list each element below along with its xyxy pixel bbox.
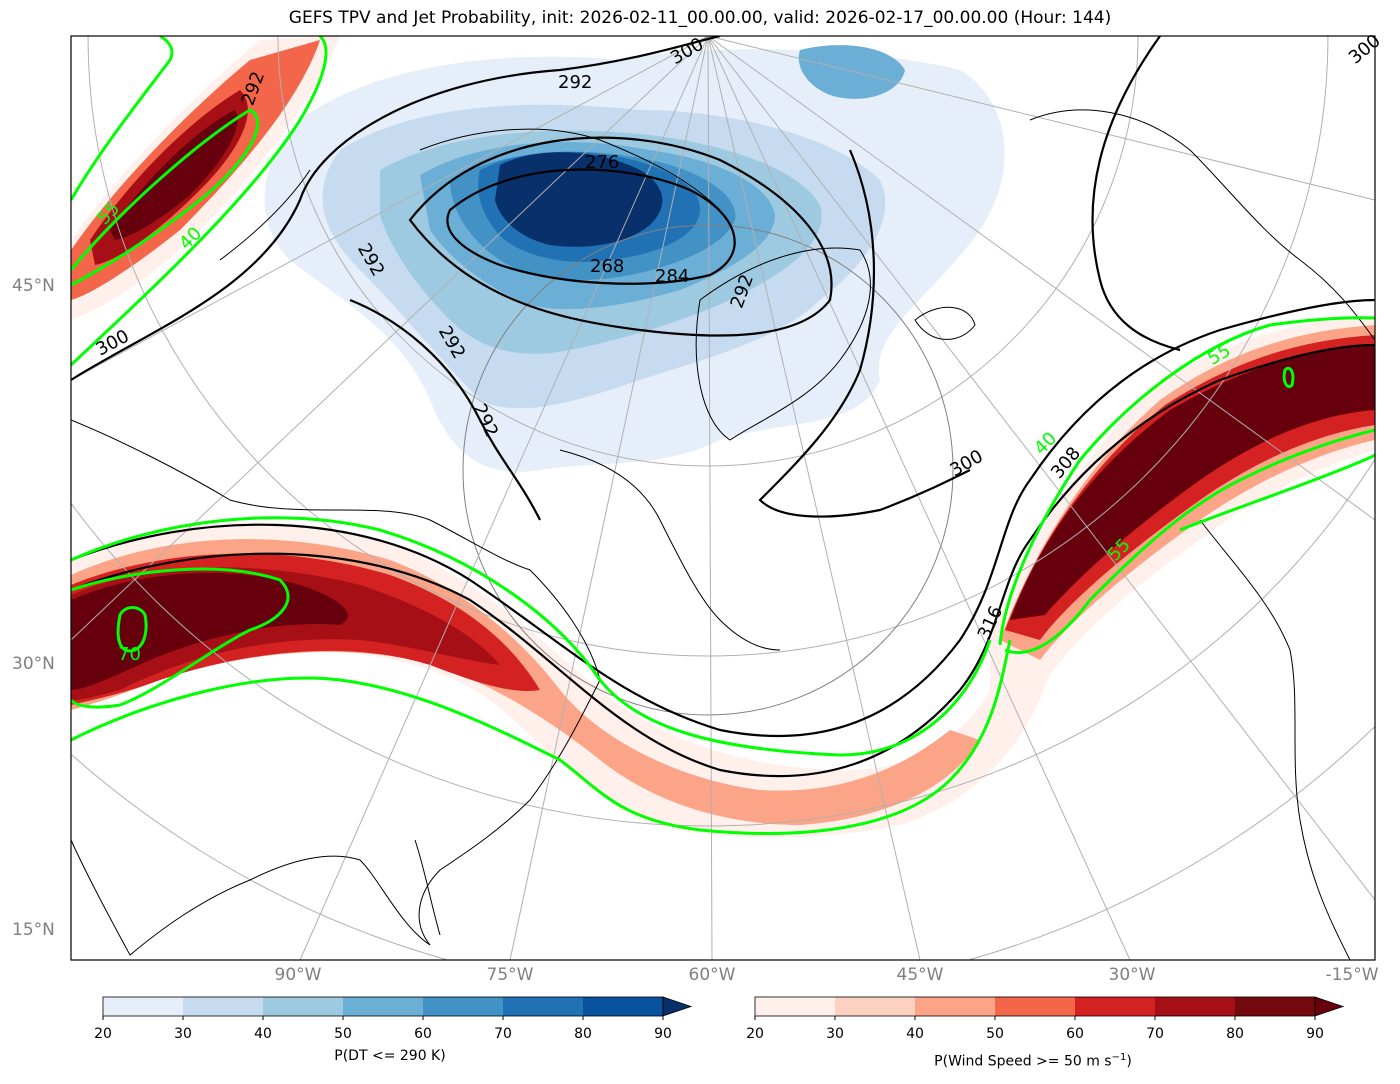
- lat-label-45n: 45°N: [12, 276, 55, 296]
- colorbar-wind-tick-label: 90: [1306, 1026, 1324, 1042]
- florida-coast: [414, 839, 441, 936]
- colorbar-wind-segment: [995, 997, 1075, 1016]
- colorbar-wind-outline: [754, 996, 1316, 1017]
- theta-label: 268: [590, 256, 624, 277]
- europe-coast: [1029, 109, 1375, 341]
- lon-label-15w: -15°W: [1325, 965, 1379, 985]
- lon-label-90w: 90°W: [274, 965, 322, 985]
- colorbar-wind-label: P(Wind Speed >= 50 m s−1): [934, 1052, 1132, 1070]
- colorbar-dt-segment: [503, 997, 583, 1016]
- colorbar-wind-segment: [915, 997, 995, 1016]
- colorbar-wind-segment: [835, 997, 915, 1016]
- baffin-coast: [419, 128, 721, 211]
- map-frame: [70, 35, 1376, 961]
- colorbar-dt-segment: [263, 997, 343, 1016]
- map-title: GEFS TPV and Jet Probability, init: 2026…: [288, 8, 1112, 28]
- jet-east-90: [1010, 345, 1375, 620]
- colorbar-wind-tick-label: 20: [746, 1026, 764, 1042]
- colorbar-dt-tick-label: 40: [254, 1026, 272, 1042]
- jet-label: 70: [118, 644, 141, 665]
- colorbar-wind-extend-arrow: [1314, 996, 1345, 1017]
- greenland-coast: [695, 247, 871, 441]
- tpv-region-small: [798, 45, 905, 99]
- colorbar-dt-tick-label: 80: [574, 1026, 592, 1042]
- colorbar-wind: [754, 996, 1345, 1020]
- colorbar-wind-tick-label: 70: [1146, 1026, 1164, 1042]
- colorbar-dt-tick-label: 50: [334, 1026, 352, 1042]
- colorbar-dt-segment: [343, 997, 423, 1016]
- colorbar-wind-tick-label: 80: [1226, 1026, 1244, 1042]
- theta-label: 276: [585, 152, 619, 173]
- colorbar-wind-segment: [1155, 997, 1235, 1016]
- lon-label-75w: 75°W: [486, 965, 534, 985]
- lon-label-45w: 45°W: [896, 965, 944, 985]
- colorbar-dt-segment: [103, 997, 183, 1016]
- coastlines: [71, 109, 1375, 960]
- colorbar-wind-segment: [755, 997, 835, 1016]
- colorbar-wind-segment: [1235, 997, 1315, 1016]
- colorbar-dt-segment: [583, 997, 663, 1016]
- colorbar-dt: [102, 996, 693, 1020]
- colorbar-wind-segment: [1075, 997, 1155, 1016]
- colorbar-dt-segment: [423, 997, 503, 1016]
- labrador-coast: [559, 449, 781, 651]
- lat-label-30n: 30°N: [12, 654, 55, 674]
- colorbar-dt-tick-label: 20: [94, 1026, 112, 1042]
- jet-contours: [71, 36, 1375, 835]
- theta-label: 284: [655, 266, 689, 287]
- lon-label-60w: 60°W: [688, 965, 736, 985]
- colorbar-dt-tick-label: 90: [654, 1026, 672, 1042]
- colorbar-wind-tick-label: 60: [1066, 1026, 1084, 1042]
- colorbar-wind-tick-label: 50: [986, 1026, 1004, 1042]
- colorbar-dt-tick-label: 60: [414, 1026, 432, 1042]
- iberia-africa-coast: [1199, 519, 1351, 960]
- colorbar-wind-tick-label: 30: [826, 1026, 844, 1042]
- colorbar-wind-tick-label: 40: [906, 1026, 924, 1042]
- alaska-coast: [219, 169, 311, 261]
- colorbar-dt-outline: [102, 996, 664, 1017]
- jet-main-90: [71, 573, 348, 690]
- colorbar-dt-label: P(DT <= 290 K): [334, 1048, 446, 1064]
- iceland-coast: [914, 306, 976, 340]
- colorbar-dt-tick-label: 30: [174, 1026, 192, 1042]
- lon-label-30w: 30°W: [1108, 965, 1156, 985]
- colorbar-dt-tick-label: 70: [494, 1026, 512, 1042]
- jet-label: 40: [1030, 428, 1061, 459]
- lat-label-15n: 15°N: [12, 920, 55, 940]
- colorbar-dt-extend-arrow: [662, 996, 693, 1017]
- theta-label: 292: [558, 72, 592, 93]
- colorbar-dt-segment: [183, 997, 263, 1016]
- north-america-coast: [71, 419, 601, 956]
- tpv-region-90: [495, 152, 663, 247]
